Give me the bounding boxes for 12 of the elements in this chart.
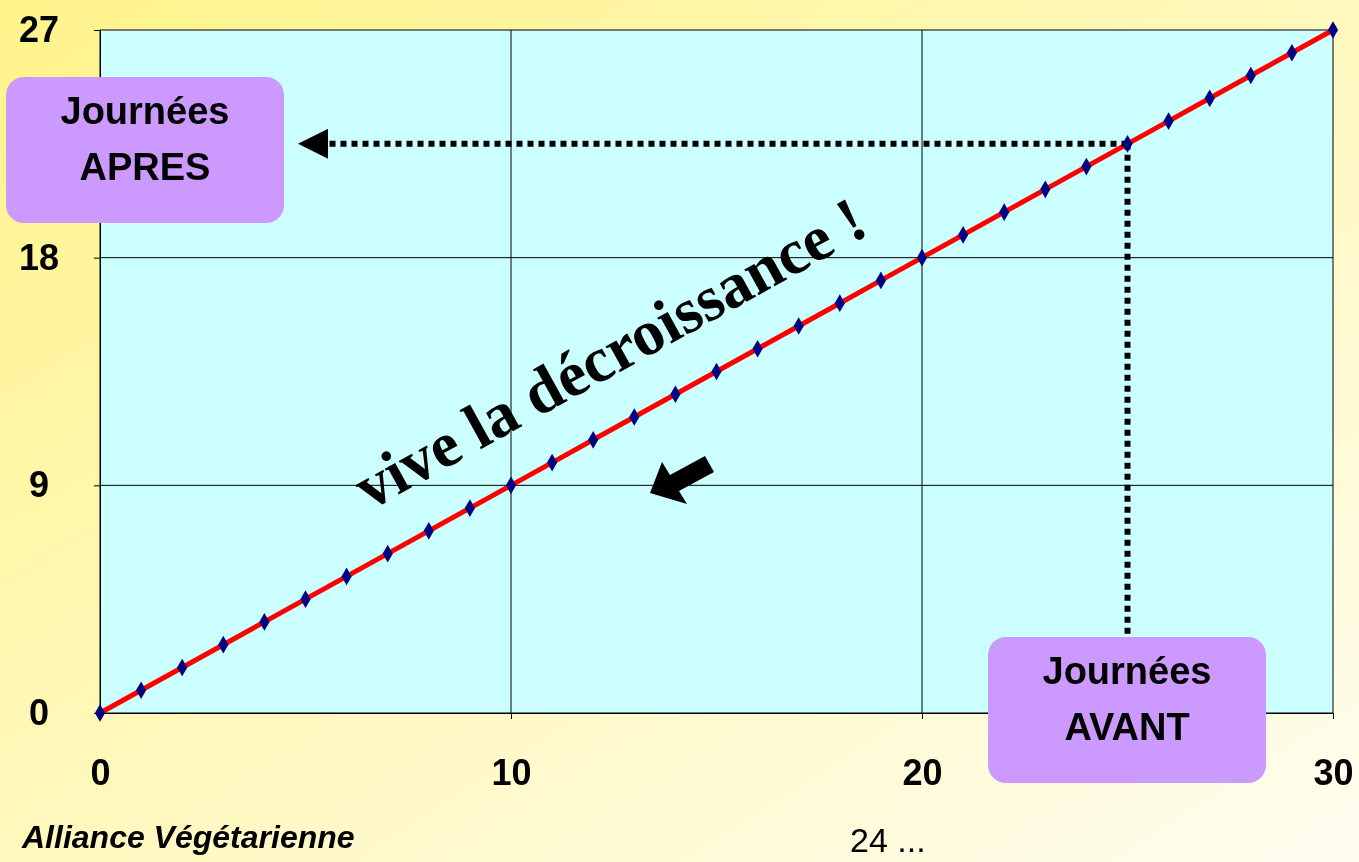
x-tick-label: 0 <box>90 751 111 793</box>
x-tick-label: 30 <box>1313 751 1354 793</box>
y-tick-label: 9 <box>28 464 50 506</box>
text: Alliance Végétarienne <box>21 819 355 855</box>
y-tick-label: 27 <box>18 9 60 51</box>
ref-line-label: Journées APRES <box>60 90 230 188</box>
y-tick-label: 18 <box>18 236 60 278</box>
ref-line-label: Journées AVANT <box>1042 650 1212 748</box>
text: 24 ... <box>850 821 926 859</box>
y-tick-label: 0 <box>28 692 50 734</box>
x-tick-label: 10 <box>491 751 532 793</box>
x-tick-label: 20 <box>902 751 943 793</box>
